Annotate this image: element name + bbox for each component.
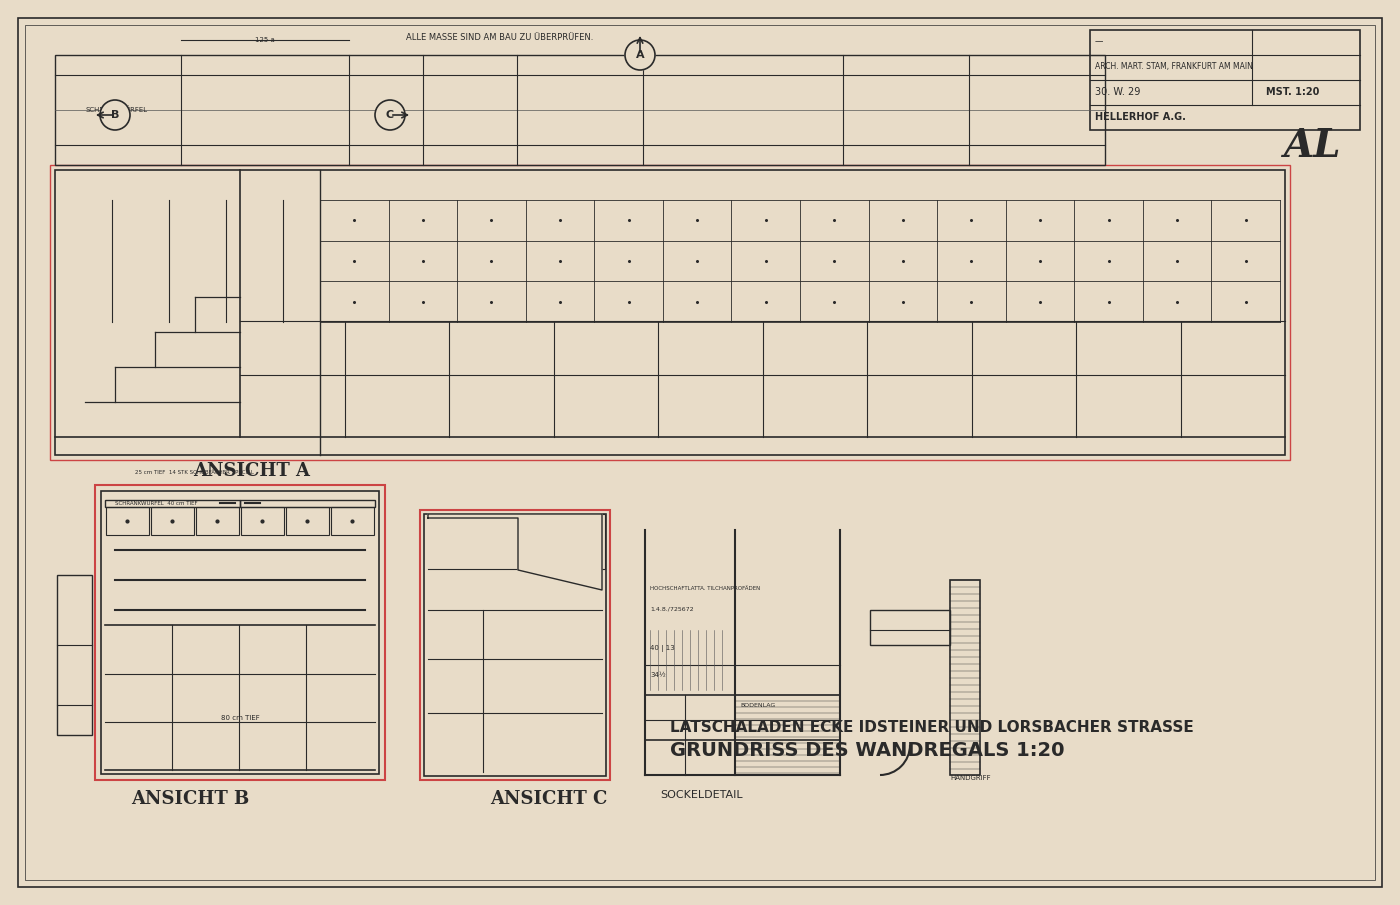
Circle shape	[624, 40, 655, 70]
Text: GRUNDRISS DES WANDREGALS 1:20: GRUNDRISS DES WANDREGALS 1:20	[671, 741, 1064, 760]
Bar	[151, 507, 195, 535]
Bar	[55, 55, 1105, 165]
Text: ANSICHT B: ANSICHT B	[130, 790, 249, 808]
Bar	[50, 165, 1289, 460]
Text: BODENLAG: BODENLAG	[741, 703, 776, 708]
Text: ANSICHT C: ANSICHT C	[490, 790, 608, 808]
Text: ARCH. MART. STAM, FRANKFURT AM MAIN: ARCH. MART. STAM, FRANKFURT AM MAIN	[1095, 62, 1253, 71]
Text: A: A	[636, 50, 644, 60]
Text: 1.4.8./725672: 1.4.8./725672	[650, 606, 693, 611]
Bar	[869, 610, 951, 645]
Bar	[55, 170, 1285, 455]
Bar	[101, 491, 379, 774]
Bar	[951, 580, 980, 775]
Text: SCHRANKWÜRFEL: SCHRANKWÜRFEL	[85, 107, 147, 113]
Bar	[105, 500, 239, 507]
Text: SOCKELDETAIL: SOCKELDETAIL	[659, 790, 742, 800]
Bar	[239, 500, 375, 507]
Bar	[286, 507, 329, 535]
Text: 30. W. 29: 30. W. 29	[1095, 87, 1141, 97]
Bar	[570, 514, 605, 569]
Circle shape	[99, 100, 130, 130]
Text: HOCHSCHAFTLATTA. TILCHANPROFÄDEN: HOCHSCHAFTLATTA. TILCHANPROFÄDEN	[650, 586, 760, 591]
Text: 34½: 34½	[650, 672, 666, 678]
Text: MST. 1:20: MST. 1:20	[1266, 87, 1319, 97]
Bar	[424, 514, 606, 776]
Text: HANDGRIFF: HANDGRIFF	[951, 775, 991, 781]
Text: SCHRANKWÜRFEL  40 cm TIEF: SCHRANKWÜRFEL 40 cm TIEF	[115, 500, 197, 506]
Bar	[196, 507, 239, 535]
Text: 25 cm TIEF  14 STK SCHUBFÄCHER SPECIAL: 25 cm TIEF 14 STK SCHUBFÄCHER SPECIAL	[134, 470, 253, 474]
Text: —: —	[1095, 37, 1103, 46]
Text: C: C	[386, 110, 393, 120]
Bar	[95, 485, 385, 780]
Bar	[106, 507, 148, 535]
Circle shape	[375, 100, 405, 130]
Text: AL: AL	[1282, 127, 1340, 165]
Text: HELLERHOF A.G.: HELLERHOF A.G.	[1095, 112, 1186, 122]
Text: 125 a: 125 a	[255, 37, 274, 43]
Bar	[57, 575, 92, 735]
Polygon shape	[428, 514, 602, 590]
Bar	[241, 507, 284, 535]
Text: ANSICHT A: ANSICHT A	[193, 462, 309, 480]
Bar	[330, 507, 374, 535]
Text: 40 | 13: 40 | 13	[650, 645, 675, 652]
Text: B: B	[111, 110, 119, 120]
Bar	[1091, 30, 1359, 130]
Text: LATSCHALADEN ECKE IDSTEINER UND LORSBACHER STRASSE: LATSCHALADEN ECKE IDSTEINER UND LORSBACH…	[671, 720, 1194, 735]
Bar	[420, 510, 610, 780]
Text: 80 cm TIEF: 80 cm TIEF	[221, 715, 259, 721]
Text: ALLE MASSE SIND AM BAU ZU ÜBERPRÜFEN.: ALLE MASSE SIND AM BAU ZU ÜBERPRÜFEN.	[406, 33, 594, 42]
